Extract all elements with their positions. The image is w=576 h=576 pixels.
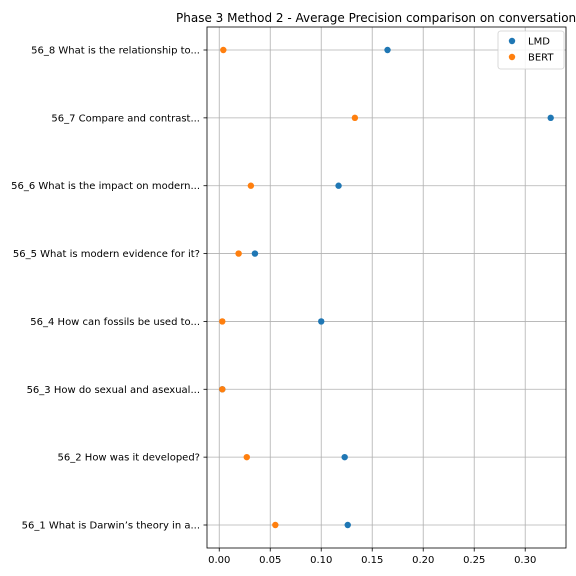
point-lmd [318,318,325,325]
y-tick-label: 56_7 Compare and contrast... [51,113,200,124]
point-bert [272,521,279,529]
point-bert [243,453,250,461]
axes: 0.00 0.05 0.10 0.15 0.20 0.25 0.30 56_1 What is… [11,46,536,567]
grid-lines [207,27,566,548]
plot-area [206,26,567,549]
point-lmd [335,182,342,189]
point-lmd [384,46,391,54]
y-tick-label: 56_1 What is Darwin’s theory in a... [22,521,200,532]
point-bert [235,250,242,257]
point-lmd [341,453,348,461]
data-points [219,46,554,529]
point-lmd [344,521,351,529]
x-tick-label: 0.15 [361,555,383,566]
legend: LMD BERT [497,30,565,70]
x-tick-label: 0.10 [310,555,332,566]
x-tick-label: 0.05 [259,555,281,566]
y-tick-label: 56_2 How was it developed? [58,453,200,464]
legend-label-lmd: LMD [528,37,550,48]
y-tick-label: 56_5 What is modern evidence for it? [13,249,200,260]
point-bert [220,46,227,54]
point-lmd [547,114,554,122]
point-bert [219,318,226,325]
legend-label-bert: BERT [528,53,554,64]
point-bert [247,182,255,189]
legend-marker-lmd [508,37,516,45]
y-tick-label: 56_3 How do sexual and asexual... [27,385,200,396]
x-tick-label: 0.00 [208,555,230,566]
x-tick-label: 0.30 [514,555,536,566]
y-tick-label: 56_6 What is the impact on modern... [11,181,200,192]
legend-marker-bert [508,53,516,61]
point-bert [351,114,359,122]
x-tick-label: 0.25 [463,555,485,566]
y-tick-label: 56_4 How can fossils be used to... [30,317,200,328]
point-lmd [251,250,259,257]
y-tick-label: 56_8 What is the relationship to... [31,46,200,57]
chart-title: Phase 3 Method 2 - Average Precision com… [176,11,576,25]
x-tick-label: 0.20 [412,555,434,566]
point-bert [219,386,226,393]
